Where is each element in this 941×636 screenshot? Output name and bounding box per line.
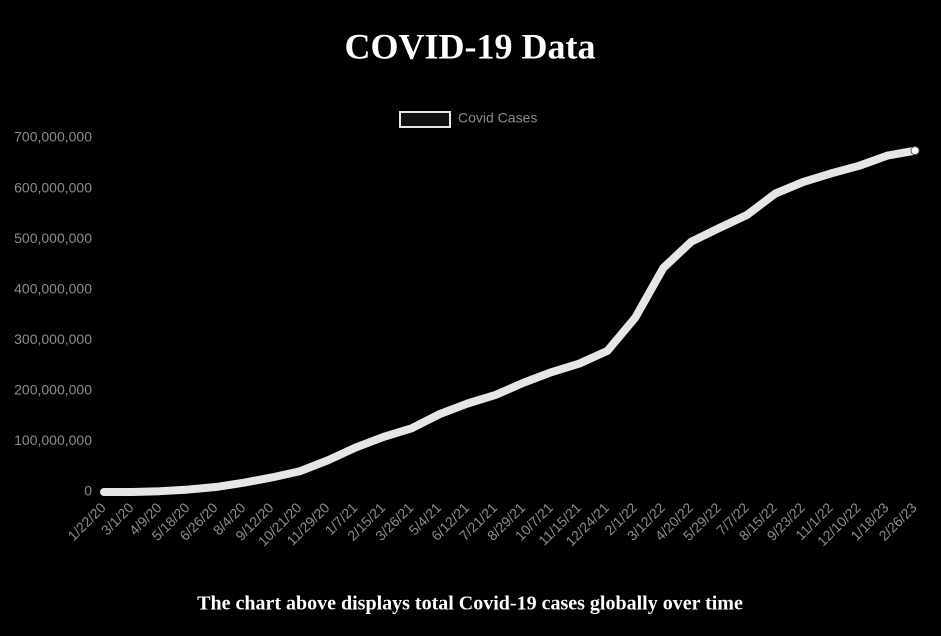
y-tick-label: 500,000,000 xyxy=(14,230,92,246)
data-point xyxy=(464,400,471,407)
data-point xyxy=(380,433,387,440)
chart-title: COVID-19 Data xyxy=(345,26,596,66)
data-point xyxy=(910,146,920,156)
data-point xyxy=(352,444,359,451)
data-point xyxy=(240,479,247,486)
data-point xyxy=(436,411,443,418)
data-point xyxy=(828,170,835,177)
caption: The chart above displays total Covid-19 … xyxy=(197,593,743,615)
data-point xyxy=(688,238,695,245)
data-point xyxy=(492,391,499,398)
legend-swatch xyxy=(399,111,451,128)
y-tick-label: 600,000,000 xyxy=(14,179,92,195)
data-point xyxy=(128,488,135,495)
data-point xyxy=(268,474,275,481)
legend-label: Covid Cases xyxy=(458,110,537,126)
y-tick-label: 0 xyxy=(84,483,92,499)
series-line xyxy=(100,146,919,496)
data-point xyxy=(548,369,555,376)
data-point xyxy=(576,360,583,367)
data-point xyxy=(772,190,779,197)
data-point xyxy=(296,468,303,475)
y-tick-label: 100,000,000 xyxy=(14,432,92,448)
data-point xyxy=(884,152,891,159)
data-point xyxy=(408,425,415,432)
data-point xyxy=(324,457,331,464)
y-tick-label: 300,000,000 xyxy=(14,331,92,347)
data-point xyxy=(856,162,863,169)
data-point xyxy=(744,211,751,218)
data-point xyxy=(101,488,107,495)
data-point xyxy=(660,264,667,271)
data-point xyxy=(520,379,527,386)
y-tick-label: 400,000,000 xyxy=(14,280,92,296)
data-point xyxy=(212,484,219,491)
y-tick-label: 700,000,000 xyxy=(14,129,92,145)
y-tick-label: 200,000,000 xyxy=(14,382,92,398)
data-point xyxy=(604,347,611,354)
data-point xyxy=(800,178,807,185)
data-point xyxy=(716,225,723,232)
data-point xyxy=(184,486,191,493)
data-point xyxy=(632,314,639,321)
data-point xyxy=(156,488,163,495)
